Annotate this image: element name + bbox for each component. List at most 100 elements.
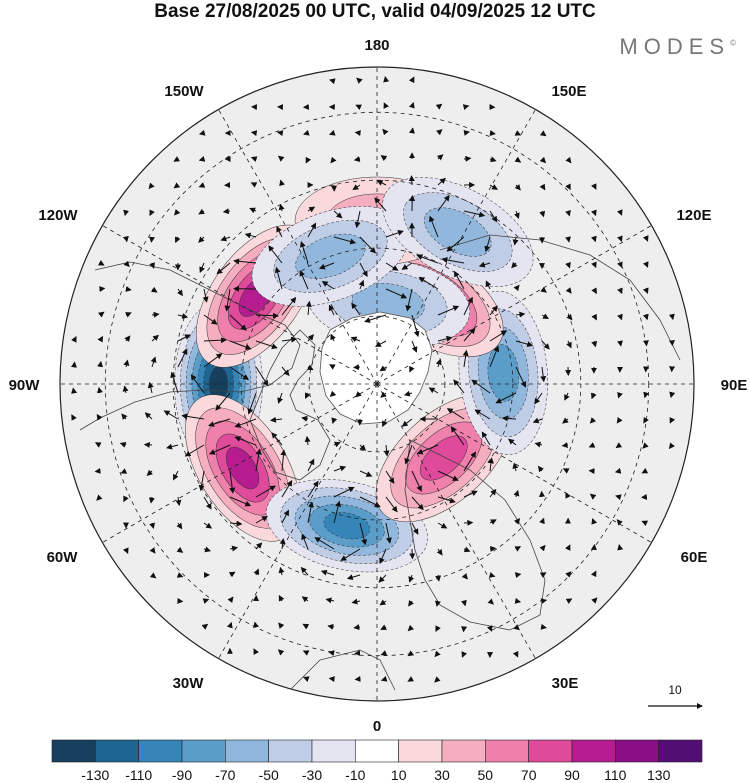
wind-vector — [150, 286, 158, 293]
meridian-line — [376, 383, 536, 659]
wind-vector — [173, 182, 181, 189]
wind-vector — [541, 340, 550, 350]
wind-vector — [97, 335, 104, 343]
wind-vector — [278, 622, 285, 629]
wind-vector — [148, 182, 155, 190]
wind-vector — [277, 155, 285, 162]
wind-vector — [436, 154, 444, 161]
vector-reference-label: 10 — [668, 683, 682, 697]
wind-vector — [123, 547, 129, 555]
wind-vector — [382, 418, 388, 428]
wind-vector — [307, 222, 317, 238]
wind-vector — [71, 414, 77, 421]
wind-vector — [333, 441, 341, 448]
wind-vector — [327, 623, 335, 630]
wind-vector — [175, 496, 182, 507]
wind-vector — [562, 468, 570, 474]
wind-vector — [590, 392, 597, 400]
wind-vector — [512, 462, 519, 472]
wind-vector — [642, 442, 649, 449]
wind-vector — [416, 444, 439, 455]
wind-vector — [617, 544, 624, 551]
wind-vector — [184, 444, 205, 457]
wind-vector — [462, 349, 469, 368]
wind-vector — [514, 184, 521, 191]
wind-vector — [408, 76, 415, 84]
wind-vector — [330, 156, 337, 164]
wind-vector — [565, 287, 572, 294]
wind-vector — [513, 489, 520, 498]
wind-vector — [331, 417, 338, 424]
wind-vector — [255, 366, 269, 387]
colorbar-tick-label: -70 — [215, 767, 235, 783]
wind-vector — [591, 209, 597, 217]
wind-vector — [383, 444, 390, 457]
wind-vector — [255, 485, 276, 498]
north-america-coast — [79, 261, 301, 431]
wind-vector — [617, 340, 623, 347]
wind-vector — [94, 442, 102, 448]
wind-vector — [434, 650, 441, 658]
wind-vector — [669, 391, 676, 399]
wind-vector — [247, 392, 257, 415]
brand-mark: © — [730, 38, 736, 48]
wind-vector — [329, 78, 336, 85]
lon-label-150w: 150W — [164, 83, 204, 100]
wind-vector — [234, 418, 257, 428]
wind-vector — [125, 286, 132, 292]
colorbar-swatch — [614, 739, 659, 763]
wind-vector — [489, 519, 497, 525]
wind-vector — [224, 288, 231, 312]
wind-vector — [564, 544, 571, 551]
wind-vector — [385, 470, 395, 484]
lon-label-60e: 60E — [681, 549, 708, 566]
wind-vector — [437, 470, 459, 481]
wind-vector — [474, 409, 491, 420]
wind-vector — [299, 241, 309, 264]
wind-vector — [437, 305, 460, 316]
wind-vector — [487, 457, 494, 472]
wind-vector — [355, 104, 363, 111]
wind-vector — [354, 210, 361, 229]
wind-vector — [615, 494, 622, 501]
wind-vector — [463, 490, 478, 498]
wind-vector — [149, 262, 155, 269]
wind-vector — [642, 261, 649, 268]
wind-vector — [591, 597, 598, 604]
wind-vector — [404, 444, 413, 465]
wind-vector — [461, 626, 468, 633]
wind-vector — [176, 522, 183, 530]
wind-vector — [216, 262, 231, 275]
wind-vector — [411, 496, 424, 511]
wind-vector — [94, 467, 101, 474]
wind-vector — [408, 175, 415, 186]
wind-vector — [429, 215, 439, 238]
wind-vector — [437, 522, 448, 529]
wind-vector — [539, 156, 547, 164]
wind-vector — [378, 574, 387, 583]
wind-vector — [565, 156, 572, 164]
colorbar-swatch — [138, 739, 183, 763]
wind-vector — [428, 387, 439, 394]
colorbar-tick-label: -130 — [81, 767, 109, 783]
wind-vector — [97, 311, 105, 318]
wind-vector — [274, 266, 283, 290]
wind-vector — [203, 522, 213, 529]
wind-vector — [364, 314, 387, 323]
wind-vector — [590, 235, 597, 243]
wind-vector — [122, 385, 129, 394]
wind-vector — [405, 288, 413, 312]
wind-vector — [539, 130, 547, 137]
wind-vector — [124, 335, 131, 342]
wind-vector — [379, 365, 387, 372]
wind-vector — [591, 287, 597, 295]
wind-vector — [97, 260, 105, 266]
wind-vector — [356, 77, 363, 84]
wind-vector — [253, 621, 260, 629]
wind-vector — [512, 236, 519, 246]
colorbar-tick-label: -90 — [172, 767, 192, 783]
lon-label-90w: 90W — [9, 377, 41, 394]
wind-vector — [255, 542, 263, 550]
siberia-coast — [439, 234, 681, 361]
wind-vector — [97, 360, 104, 368]
